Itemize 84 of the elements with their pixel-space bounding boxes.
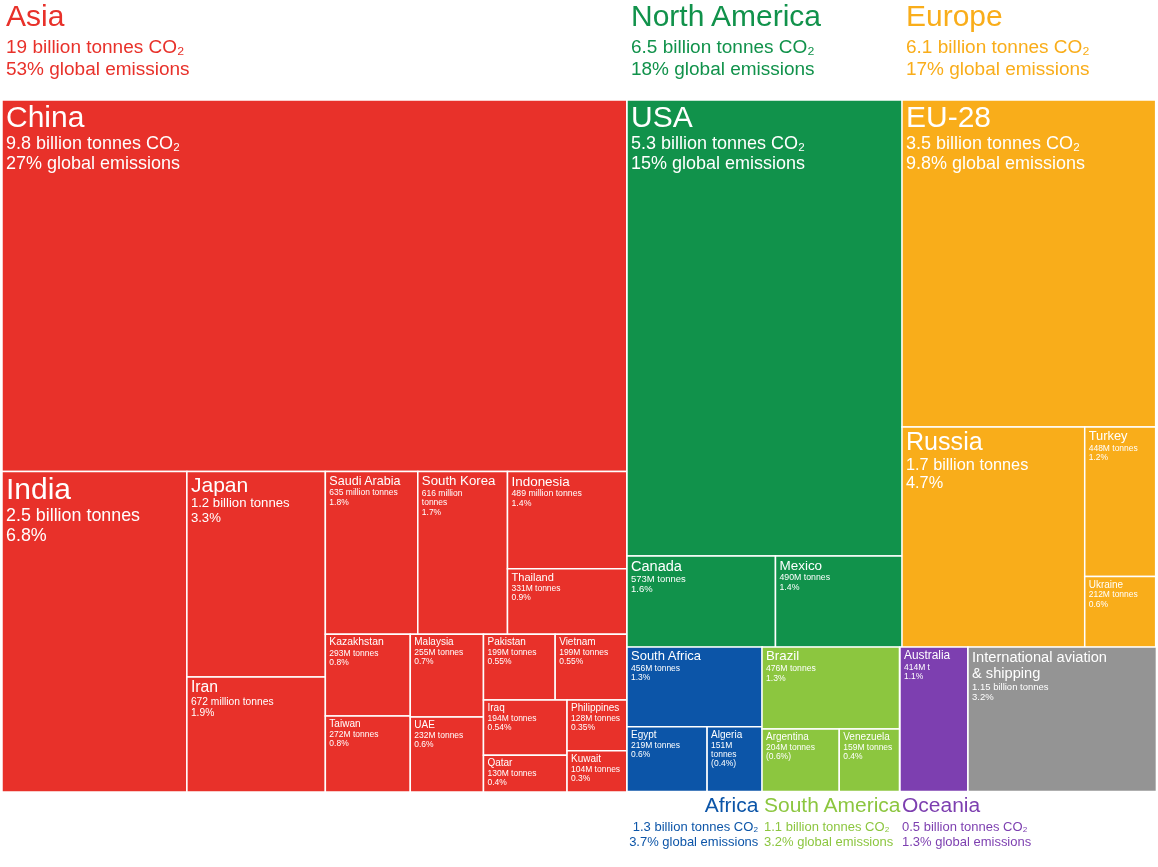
category-label: Iraq (487, 702, 505, 714)
data-label: 635 million tonnes 1.8% (329, 487, 398, 507)
text: 3.7% global emissions (629, 833, 759, 849)
data-label: 573M tonnes 1.6% (630, 572, 686, 595)
text: 6.1 billion tonnes CO₂ (906, 36, 1090, 58)
data-label: 672 million tonnes 1.9% (190, 696, 274, 719)
category-label: Mexico (779, 557, 822, 573)
category-label: EU-28 (906, 100, 992, 134)
data-label: 219M tonnes 0.6% (630, 740, 680, 760)
category-label: Vietnam (559, 636, 596, 648)
text: Africa (704, 792, 759, 816)
text: 1.1 billion tonnes CO₂ (764, 818, 890, 834)
category-label: Iran (190, 677, 219, 695)
category-label: Australia (903, 648, 951, 663)
data-label: 159M tonnes 0.4% (843, 742, 893, 762)
text: 17% global emissions (906, 57, 1090, 79)
text: South America (764, 792, 902, 816)
category-label: Algeria (710, 729, 743, 741)
data-label: 255M tonnes 0.7% (414, 647, 464, 667)
category-label: Taiwan (329, 718, 361, 730)
data-label: 128M tonnes 0.35% (571, 712, 621, 733)
text: 6.5 billion tonnes CO₂ (630, 36, 815, 57)
category-label: UAE (414, 718, 436, 730)
category-label: Kuwait (571, 752, 602, 764)
data-label: 199M tonnes 0.55% (559, 647, 609, 667)
data-label: 293M tonnes 0.8% (329, 647, 379, 667)
text: Europe (906, 0, 1004, 33)
text: 3.2% global emissions (764, 833, 894, 849)
data-label: 199M tonnes 0.55% (487, 647, 537, 667)
category-label: USA (630, 100, 693, 133)
data-label: 5.3 billion tonnes CO₂ 15% global emissions (630, 133, 805, 174)
data-label: 490M tonnes 1.4% (779, 572, 831, 593)
category-label: Pakistan (487, 636, 526, 648)
data-label: 272M tonnes 0.8% (329, 728, 379, 749)
category-label: Qatar (487, 757, 514, 769)
data-label: 2.5 billion tonnes 6.8% (6, 505, 141, 545)
category-label: Ukraine (1089, 578, 1124, 590)
category-label: Japan (190, 472, 249, 496)
text: Oceania (901, 792, 981, 816)
category-label: Venezuela (843, 731, 891, 743)
data-label: 331M tonnes 0.9% (511, 582, 561, 602)
text: 1.3% global emissions (901, 833, 1032, 849)
category-label: Indonesia (511, 473, 571, 489)
data-label: 194M tonnes 0.54% (487, 712, 537, 733)
category-label: Kazakhstan (329, 636, 384, 648)
category-label: India (6, 471, 72, 505)
data-label: 212M tonnes 0.6% (1089, 589, 1139, 609)
category-label: Thailand (511, 570, 554, 583)
data-label: 3.5 billion tonnes CO₂ 9.8% global emissions (906, 133, 1086, 174)
data-label: 151M tonnes (0.4%) (710, 740, 737, 769)
category-label: Philippines (571, 702, 620, 714)
data-label: 476M tonnes 1.3% (766, 663, 817, 684)
data-label: 616 million tonnes 1.7% (421, 487, 463, 517)
data-label: 1.7 billion tonnes 4.7% (906, 455, 1029, 491)
data-label: 104M tonnes 0.3% (571, 763, 621, 783)
data-label: 232M tonnes 0.6% (414, 729, 464, 750)
data-label: 414M t 1.1% (903, 662, 931, 682)
data-label: 204M tonnes (0.6%) (766, 742, 816, 762)
category-label: Russia (906, 426, 984, 455)
category-label: Canada (630, 557, 683, 574)
text: 0.5 billion tonnes CO₂ (901, 818, 1028, 834)
category-label: South Korea (421, 472, 497, 488)
category-label: Egypt (630, 729, 657, 741)
data-label: 1.15 billion tonnes 3.2% (971, 681, 1049, 703)
category-label: Turkey (1089, 427, 1129, 443)
data-label: 489 million tonnes 1.4% (511, 488, 583, 508)
text: 53% global emissions (6, 57, 190, 79)
text: 1.3 billion tonnes CO₂ (632, 818, 759, 834)
category-label: Saudi Arabia (329, 473, 401, 488)
data-label: 1.2 billion tonnes 3.3% (190, 495, 291, 525)
data-label: 448M tonnes 1.2% (1089, 442, 1139, 463)
category-label: South Africa (630, 648, 702, 664)
category-label: International aviation & shipping (971, 649, 1107, 682)
data-label: 130M tonnes 0.4% (487, 767, 537, 788)
data-label: 456M tonnes 1.3% (630, 663, 680, 683)
category-label: Brazil (766, 648, 800, 664)
text: 19 billion tonnes CO₂ (6, 36, 185, 58)
text: 18% global emissions (630, 57, 815, 79)
data-label: 9.8 billion tonnes CO₂ 27% global emissions (6, 133, 180, 174)
category-label: Malaysia (414, 636, 455, 648)
text: Asia (6, 0, 65, 33)
category-label: Argentina (766, 731, 810, 743)
category-label: China (6, 100, 85, 134)
text: North America (630, 0, 822, 32)
